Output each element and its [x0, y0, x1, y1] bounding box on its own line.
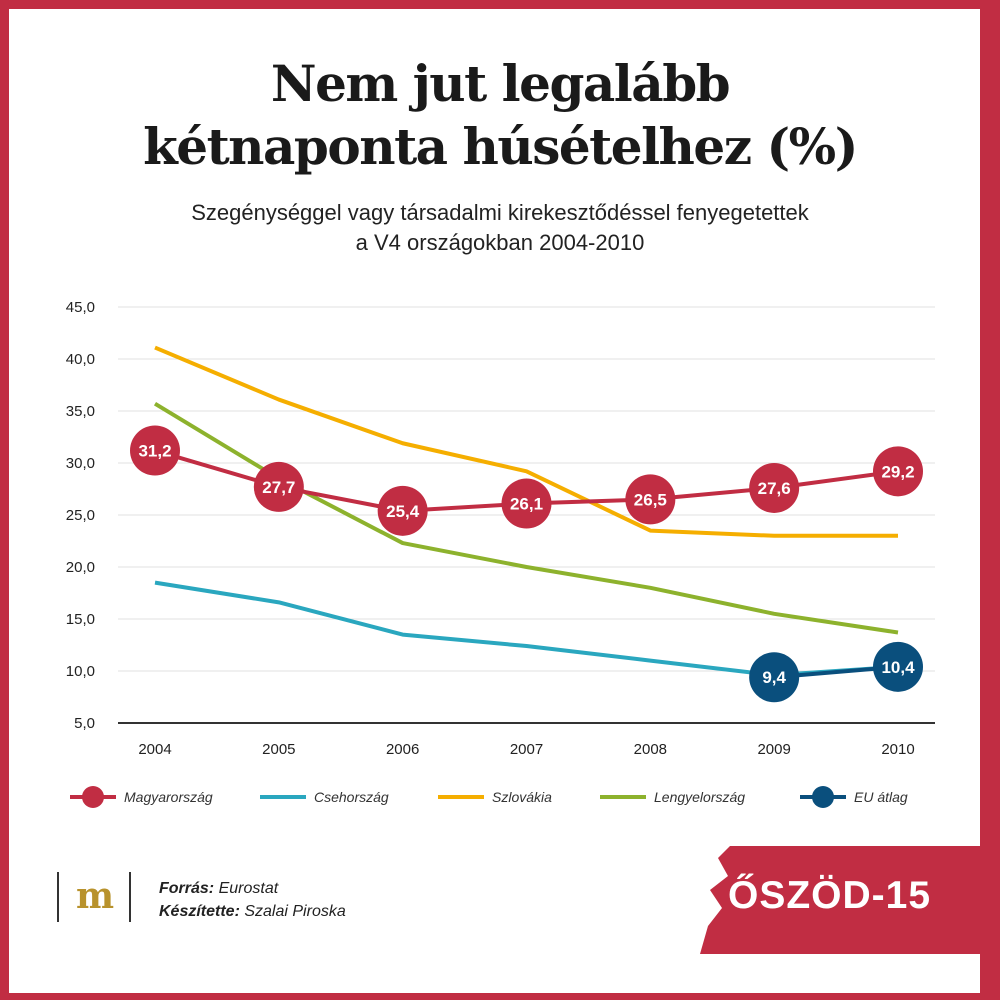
y-tick-label: 45,0 — [66, 299, 95, 316]
legend-item-lengyelorszag: Lengyelország — [600, 782, 745, 812]
author-value: Szalai Piroska — [244, 903, 346, 920]
data-label-eu-atlag: 10,4 — [881, 658, 915, 677]
author-line: Készítette: Szalai Piroska — [159, 900, 346, 923]
legend-item-szlovakia: Szlovákia — [438, 782, 552, 812]
data-point-magyarorszag — [501, 478, 552, 529]
legend-label: Csehország — [314, 789, 389, 805]
data-point-magyarorszag — [873, 446, 923, 497]
frame-right — [980, 0, 1000, 1000]
legend-item-csehorszag: Csehország — [260, 782, 389, 812]
series-line-szlovakia — [154, 345, 898, 538]
y-tick-label: 10,0 — [66, 663, 95, 680]
legend-label: Magyarország — [124, 789, 213, 805]
author-label: Készítette: — [159, 903, 240, 920]
y-tick-label: 20,0 — [66, 559, 95, 576]
legend-marker — [82, 786, 104, 808]
x-tick-label: 2006 — [386, 741, 419, 758]
data-label-magyarorszag: 27,7 — [262, 478, 295, 497]
x-tick-label: 2004 — [138, 741, 171, 758]
source-value: Eurostat — [218, 880, 279, 897]
data-point-magyarorszag — [130, 425, 180, 476]
frame-bottom — [0, 993, 1000, 1000]
source-line: Forrás: Eurostat — [159, 877, 346, 900]
legend-line — [260, 795, 306, 799]
chart-title: Nem jut legalább kétnaponta húsételhez (… — [0, 52, 1000, 178]
publisher-logo: m — [57, 870, 133, 924]
legend-line — [600, 795, 646, 799]
data-label-magyarorszag: 31,2 — [138, 442, 171, 461]
legend: Magyarország Csehország Szlovákia Lengye… — [60, 782, 940, 812]
y-tick-label: 25,0 — [66, 507, 95, 524]
legend-item-eu-atlag: EU átlag — [800, 782, 908, 812]
legend-swatch-magyarorszag — [70, 784, 116, 810]
y-tick-label: 15,0 — [66, 611, 95, 628]
chart-subtitle: Szegénységgel vagy társadalmi kirekesztő… — [0, 198, 1000, 258]
brand-badge: ŐSZÖD-15 — [700, 846, 1000, 954]
title-line-2: kétnaponta húsételhez (%) — [143, 117, 858, 176]
data-point-magyarorszag — [625, 474, 676, 525]
frame-top — [0, 0, 1000, 9]
legend-line — [438, 795, 484, 799]
x-tick-label: 2005 — [262, 741, 295, 758]
x-tick-label: 2010 — [881, 741, 914, 758]
frame-left — [0, 0, 9, 1000]
x-tick-label: 2007 — [510, 741, 543, 758]
subtitle-line-1: Szegénységgel vagy társadalmi kirekesztő… — [191, 200, 809, 225]
title-line-1: Nem jut legalább — [270, 54, 731, 113]
data-point-magyarorszag — [749, 462, 800, 513]
data-point-eu-atlag — [873, 641, 923, 692]
x-tick-label: 2008 — [634, 741, 667, 758]
source-label: Forrás: — [159, 880, 215, 897]
logo-letter: m — [75, 875, 115, 917]
y-tick-label: 30,0 — [66, 455, 95, 472]
y-tick-label: 5,0 — [74, 715, 95, 732]
data-point-eu-atlag — [749, 652, 800, 703]
credits: Forrás: Eurostat Készítette: Szalai Piro… — [159, 877, 346, 923]
legend-swatch-lengyelorszag — [600, 784, 646, 810]
legend-swatch-eu-atlag — [800, 784, 846, 810]
line-chart: 5,0 10,0 15,0 20,0 25,0 30,0 35,0 40,0 45,0 2004 2… — [66, 299, 935, 758]
legend-item-magyarorszag: Magyarország — [70, 782, 213, 812]
data-label-magyarorszag: 26,1 — [510, 495, 543, 514]
y-tick-label: 35,0 — [66, 403, 95, 420]
legend-marker — [812, 786, 834, 808]
legend-label: Szlovákia — [492, 789, 552, 805]
brand-splatter — [700, 846, 1000, 954]
data-point-magyarorszag — [253, 461, 304, 512]
subtitle-line-2: a V4 országokban 2004-2010 — [355, 230, 645, 255]
data-label-magyarorszag: 25,4 — [386, 502, 420, 521]
legend-swatch-szlovakia — [438, 784, 484, 810]
data-label-eu-atlag: 9,4 — [762, 668, 786, 687]
logo-bar-left — [57, 872, 59, 922]
data-point-magyarorszag — [377, 485, 428, 536]
legend-label: Lengyelország — [654, 789, 746, 805]
legend-label: EU átlag — [854, 789, 908, 805]
logo-bar-right — [129, 872, 131, 922]
x-tick-label: 2009 — [757, 741, 790, 758]
brand-text: ŐSZÖD-15 — [728, 874, 932, 917]
y-tick-label: 40,0 — [66, 351, 95, 368]
data-label-magyarorszag: 26,5 — [634, 490, 667, 509]
data-label-magyarorszag: 29,2 — [881, 462, 914, 481]
legend-swatch-csehorszag — [260, 784, 306, 810]
data-label-magyarorszag: 27,6 — [758, 479, 791, 498]
